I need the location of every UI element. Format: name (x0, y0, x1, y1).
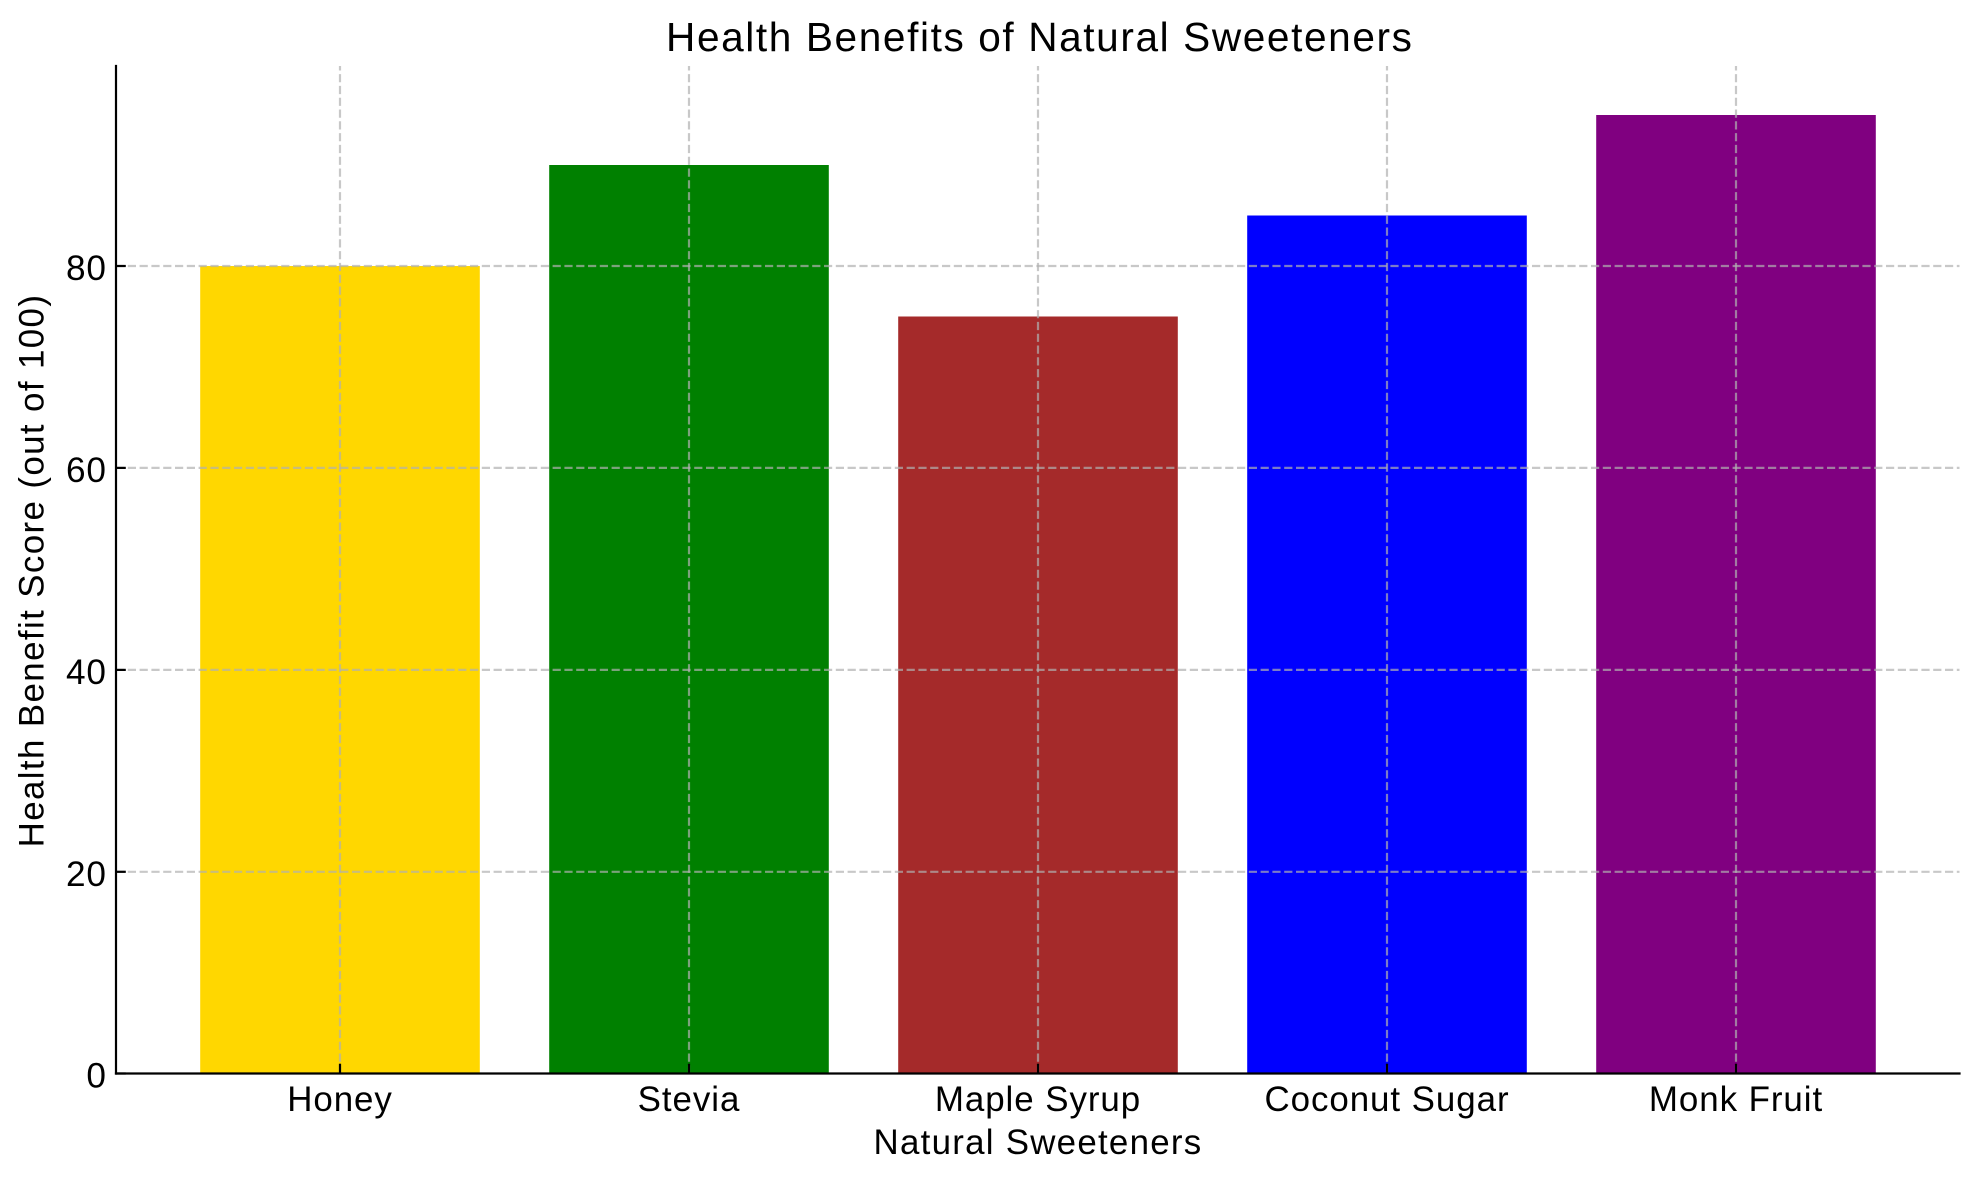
svg-text:Health Benefit Score (out of 1: Health Benefit Score (out of 100) (13, 294, 52, 848)
svg-text:80: 80 (66, 249, 107, 288)
svg-text:Health Benefits of Natural Swe: Health Benefits of Natural Sweeteners (666, 14, 1414, 60)
svg-text:20: 20 (66, 855, 107, 894)
svg-text:Maple Syrup: Maple Syrup (935, 1080, 1141, 1119)
svg-text:Coconut Sugar: Coconut Sugar (1264, 1080, 1509, 1119)
svg-text:Monk Fruit: Monk Fruit (1649, 1080, 1823, 1119)
svg-text:60: 60 (66, 451, 107, 490)
svg-text:0: 0 (86, 1057, 106, 1096)
svg-text:Stevia: Stevia (638, 1080, 741, 1119)
svg-text:Natural Sweeteners: Natural Sweeteners (874, 1123, 1203, 1162)
svg-text:Honey: Honey (287, 1080, 393, 1119)
svg-text:40: 40 (66, 653, 107, 692)
